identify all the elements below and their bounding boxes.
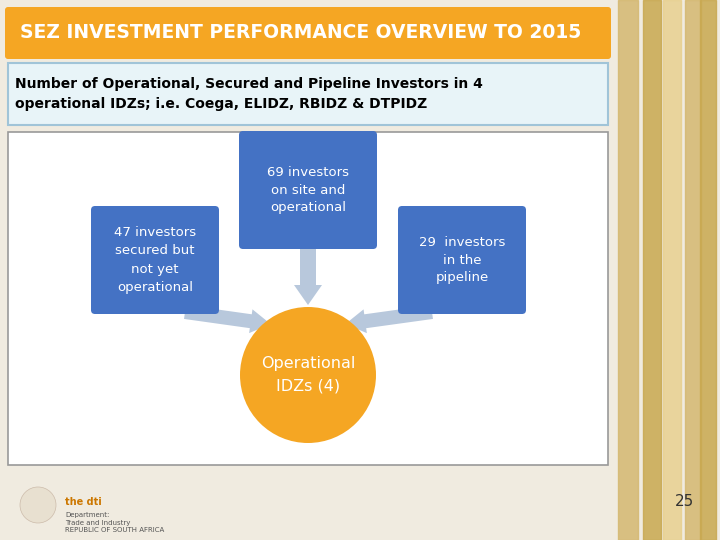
- Polygon shape: [700, 0, 716, 540]
- Text: 69 investors
on site and
operational: 69 investors on site and operational: [267, 165, 349, 214]
- Text: 25: 25: [675, 495, 695, 510]
- Polygon shape: [294, 247, 322, 305]
- Text: 29  investors
in the
pipeline: 29 investors in the pipeline: [419, 235, 505, 285]
- Polygon shape: [685, 0, 701, 540]
- Text: 47 investors
secured but
not yet
operational: 47 investors secured but not yet operati…: [114, 226, 196, 294]
- Text: SEZ INVESTMENT PERFORMANCE OVERVIEW TO 2015: SEZ INVESTMENT PERFORMANCE OVERVIEW TO 2…: [20, 24, 581, 43]
- Text: Operational
IDZs (4): Operational IDZs (4): [261, 356, 355, 394]
- Text: the dti: the dti: [65, 497, 102, 507]
- Polygon shape: [618, 0, 638, 540]
- Circle shape: [20, 487, 56, 523]
- Polygon shape: [346, 305, 433, 333]
- Text: Department:
Trade and Industry
REPUBLIC OF SOUTH AFRICA: Department: Trade and Industry REPUBLIC …: [65, 512, 164, 533]
- Text: Number of Operational, Secured and Pipeline Investors in 4
operational IDZs; i.e: Number of Operational, Secured and Pipel…: [15, 77, 483, 111]
- Polygon shape: [184, 305, 271, 333]
- FancyBboxPatch shape: [91, 206, 219, 314]
- Circle shape: [240, 307, 376, 443]
- Polygon shape: [663, 0, 681, 540]
- FancyBboxPatch shape: [8, 132, 608, 465]
- FancyBboxPatch shape: [239, 131, 377, 249]
- FancyBboxPatch shape: [398, 206, 526, 314]
- FancyBboxPatch shape: [5, 7, 611, 59]
- Polygon shape: [643, 0, 661, 540]
- FancyBboxPatch shape: [8, 63, 608, 125]
